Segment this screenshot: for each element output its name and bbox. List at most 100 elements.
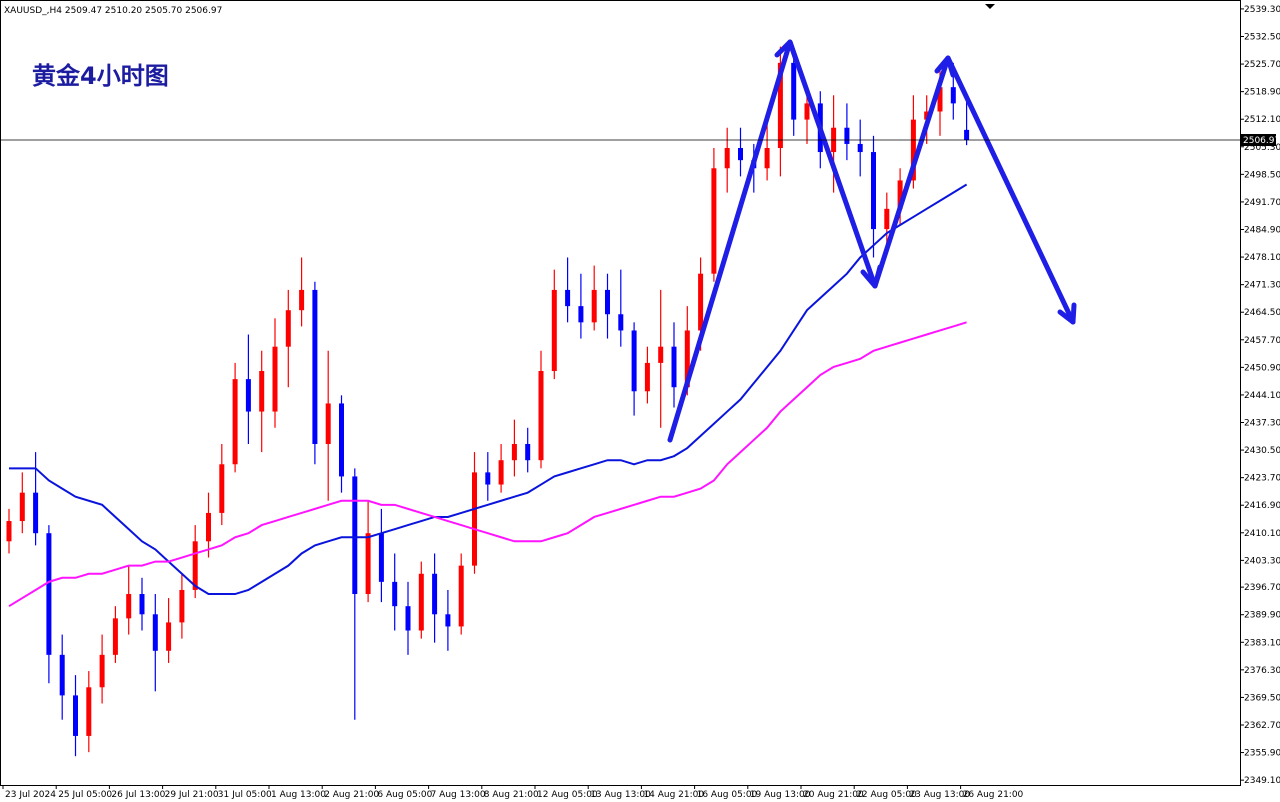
candle-body [897,180,903,209]
candle-body [179,589,185,623]
moving-average [8,321,967,608]
candle-body [658,346,664,363]
candle-body [272,346,278,412]
plot-frame [0,0,1241,786]
y-tick-label: 2410.10 [1244,529,1280,539]
candle-body [99,654,105,688]
y-tick-label: 2369.50 [1244,693,1280,703]
candle-body [378,533,384,582]
arrow-head [860,264,883,289]
candle-body [325,403,331,444]
x-tick-label: 19 Aug 13:00 [750,790,811,800]
x-tick-label: 29 Jul 21:00 [165,790,219,800]
candle-body [804,103,810,120]
x-tick-label: 23 Aug 13:00 [909,790,970,800]
x-tick-label: 12 Aug 05:00 [537,790,598,800]
candle-body [711,168,717,274]
candle-body [73,695,78,736]
candle-body [166,622,172,651]
y-tick-label: 2396.70 [1244,583,1280,593]
candle-body [259,371,265,412]
y-tick-label: 2444.10 [1244,391,1280,401]
y-tick-label: 2362.70 [1244,721,1280,731]
y-tick-label: 2355.90 [1244,749,1280,759]
y-tick-label: 2484.90 [1244,225,1280,235]
candle-body [245,379,251,412]
y-tick-label: 2532.50 [1244,32,1280,42]
header: XAUUSD_,H4 2509.47 2510.20 2505.70 2506.… [4,6,222,16]
candle-body [472,472,477,566]
y-tick-label: 2525.70 [1244,60,1280,70]
candle-body [6,521,12,542]
y-tick-label: 2389.90 [1244,611,1280,621]
arrow-head [934,55,956,78]
y-tick-label: 2403.30 [1244,556,1280,566]
candle-body [511,443,517,461]
x-tick-label: 23 Jul 2024 [5,790,56,800]
candle-body [418,573,424,631]
y-tick-label: 2423.70 [1244,474,1280,484]
y-tick-label: 2416.90 [1244,501,1280,511]
current-price-box [1240,134,1276,147]
candle-body [392,581,398,607]
candle-body [950,87,956,104]
candle-body [46,533,52,655]
candle-body [764,147,770,169]
y-tick-label: 2478.10 [1244,253,1280,263]
candle-body [591,289,597,323]
candle-body [964,129,970,141]
x-tick-label: 7 Aug 13:00 [431,790,486,800]
candle-body [112,618,118,655]
candle-body [698,273,704,331]
candle-body [498,460,504,485]
candle-body [844,127,850,144]
candle-body [139,594,145,615]
x-tick-label: 25 Jul 05:00 [58,790,112,800]
y-tick-label: 2471.30 [1244,281,1280,291]
candle-body [724,147,730,169]
candle-body [458,565,464,627]
candle-body [232,379,238,465]
candle-body [937,87,943,112]
y-tick-label: 2450.90 [1244,363,1280,373]
candle-body [871,152,876,230]
y-tick-label: 2491.70 [1244,198,1280,208]
y-tick-label: 2383.10 [1244,638,1280,648]
candle-body [551,289,557,372]
y-tick-label: 2464.50 [1244,308,1280,318]
candle-body [312,289,318,444]
shift-marker [985,4,995,9]
candle-body [33,492,39,534]
candle-body [538,371,544,461]
candle-body [738,147,743,161]
candle-body [19,492,25,522]
candle-body [565,289,571,307]
y-tick-label: 2512.10 [1244,115,1280,125]
candle-body [618,314,624,331]
candle-body [777,62,783,148]
candle-body [152,614,158,651]
x-tick-label: 16 Aug 05:00 [697,790,758,800]
candle-body [365,533,371,595]
candle-body [219,464,225,513]
x-tick-label: 22 Aug 05:00 [856,790,917,800]
x-tick-label: 20 Aug 21:00 [803,790,864,800]
candle-body [485,472,491,485]
candle-body [578,306,584,323]
candle-body [86,687,92,736]
candle-body [299,289,305,311]
y-tick-label: 2349.10 [1244,776,1280,786]
x-tick-label: 2 Aug 21:00 [324,790,379,800]
y-tick-label: 2498.50 [1244,170,1280,180]
candle-body [352,476,358,595]
candle-body [405,606,411,631]
y-tick-label: 2437.30 [1244,419,1280,429]
x-tick-label: 6 Aug 05:00 [377,790,432,800]
y-tick-label: 2376.30 [1244,666,1280,676]
y-tick-label: 2505.30 [1244,143,1280,153]
x-tick-label: 14 Aug 21:00 [643,790,704,800]
candle-body [339,403,344,477]
candle-body [206,512,211,542]
candle-body [671,346,677,388]
